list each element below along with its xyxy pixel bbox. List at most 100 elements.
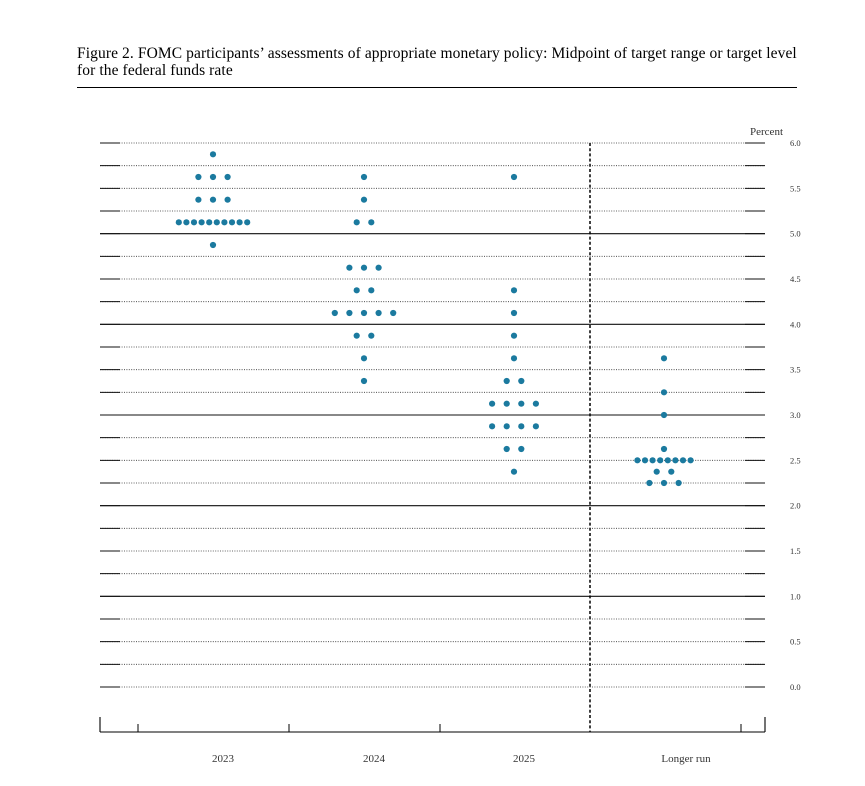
x-category-label: Longer run: [661, 753, 711, 765]
participant-dot: [510, 355, 518, 362]
participant-dot: [346, 264, 353, 271]
participant-dot: [503, 423, 510, 430]
participant-dot: [489, 423, 496, 430]
participant-dot: [209, 196, 217, 203]
dot-row: [510, 332, 518, 339]
dot-row: [510, 355, 518, 362]
y-tick-label: 1.0: [790, 591, 801, 601]
dot-row: [510, 287, 518, 294]
x-category-label: 2025: [513, 753, 536, 765]
participant-dot: [375, 264, 382, 271]
participant-dot: [657, 457, 664, 464]
dot-row: [503, 377, 525, 385]
participant-dot: [634, 457, 641, 464]
participant-dot: [198, 219, 205, 226]
dot-row: [660, 355, 668, 362]
participant-dot: [653, 468, 660, 475]
y-tick-label: 2.0: [790, 501, 801, 511]
dot-row: [346, 264, 382, 271]
participant-dot: [183, 219, 190, 226]
y-axis-label: Percent: [750, 126, 783, 138]
y-tick-label: 2.5: [790, 455, 801, 465]
participant-dot: [510, 332, 518, 339]
caption-rule: [77, 87, 797, 88]
participant-dot: [390, 309, 397, 317]
y-tick-label: 3.0: [790, 410, 801, 420]
participant-dot: [195, 196, 202, 203]
participant-dot: [660, 355, 668, 362]
participant-dot: [532, 423, 540, 430]
participant-dot: [679, 457, 687, 464]
participant-dot: [664, 457, 671, 464]
dot-row: [510, 468, 518, 475]
participant-dot: [190, 219, 198, 226]
dot-row: [510, 309, 518, 317]
participant-dot: [503, 377, 510, 385]
participant-dot: [353, 332, 360, 339]
participant-dot: [510, 287, 518, 294]
x-category-label: 2023: [212, 753, 235, 765]
participant-dot: [360, 355, 368, 362]
participant-dot: [360, 264, 368, 271]
participant-dot: [518, 445, 525, 453]
dot-row: [360, 355, 368, 362]
axis-layer: [99, 143, 766, 733]
participant-dot: [360, 196, 368, 203]
participant-dot: [175, 219, 182, 226]
dot-row: [646, 479, 682, 487]
participant-dot: [368, 287, 375, 294]
participant-dot: [331, 309, 338, 317]
dot-row: [660, 411, 668, 419]
dot-row: [660, 389, 668, 396]
participant-dot: [660, 389, 668, 396]
participant-dot: [224, 173, 231, 181]
participant-dot: [360, 309, 368, 317]
participant-dot: [641, 457, 649, 464]
participant-dot: [368, 332, 375, 339]
participant-dot: [660, 445, 668, 453]
x-category-label: 2024: [363, 753, 386, 765]
y-tick-label: 4.5: [790, 274, 801, 284]
y-tick-label: 1.5: [790, 546, 801, 556]
participant-dot: [649, 457, 656, 464]
dot-row: [360, 377, 368, 385]
participant-dot: [503, 400, 510, 407]
y-tick-label: 4.0: [790, 319, 801, 329]
participant-dot: [668, 468, 675, 475]
participant-dot: [206, 219, 213, 226]
y-tick-label: 0.5: [790, 637, 801, 647]
participant-dot: [224, 196, 231, 203]
figure-caption: Figure 2. FOMC participants’ assessments…: [77, 45, 797, 79]
dot-row: [489, 423, 540, 430]
participant-dot: [353, 287, 360, 294]
participant-dot: [353, 219, 360, 226]
grid-layer: [100, 142, 765, 688]
participant-dot: [360, 173, 368, 181]
participant-dot: [236, 219, 243, 226]
participant-dot: [375, 309, 382, 317]
participant-dot: [213, 219, 220, 226]
participant-dot: [510, 173, 518, 181]
participant-dot: [209, 241, 217, 249]
y-tick-label: 0.0: [790, 682, 801, 692]
participant-dot: [503, 445, 510, 453]
participant-dot: [518, 377, 525, 385]
participant-dot: [510, 309, 518, 317]
participant-dot: [675, 479, 682, 487]
y-tick-label: 5.5: [790, 183, 801, 193]
participant-dot: [518, 423, 525, 430]
participant-dot: [510, 468, 518, 475]
y-tick-label: 6.0: [790, 138, 801, 148]
dot-row: [653, 468, 675, 475]
dot-row: [209, 241, 217, 249]
dot-row: [353, 219, 375, 226]
dot-row: [489, 400, 540, 407]
participant-dot: [660, 411, 668, 419]
dot-row: [195, 173, 231, 181]
dot-layer: [175, 151, 694, 487]
participant-dot: [489, 400, 496, 407]
label-layer: 0.0 0.5 1.0 1.5 2.0 2.5 3.0 3.5 4.0 4.5 5.0 5.5 6.0 P…: [212, 126, 801, 765]
participant-dot: [209, 151, 217, 158]
y-tick-label: 5.0: [790, 229, 801, 239]
participant-dot: [209, 173, 217, 181]
